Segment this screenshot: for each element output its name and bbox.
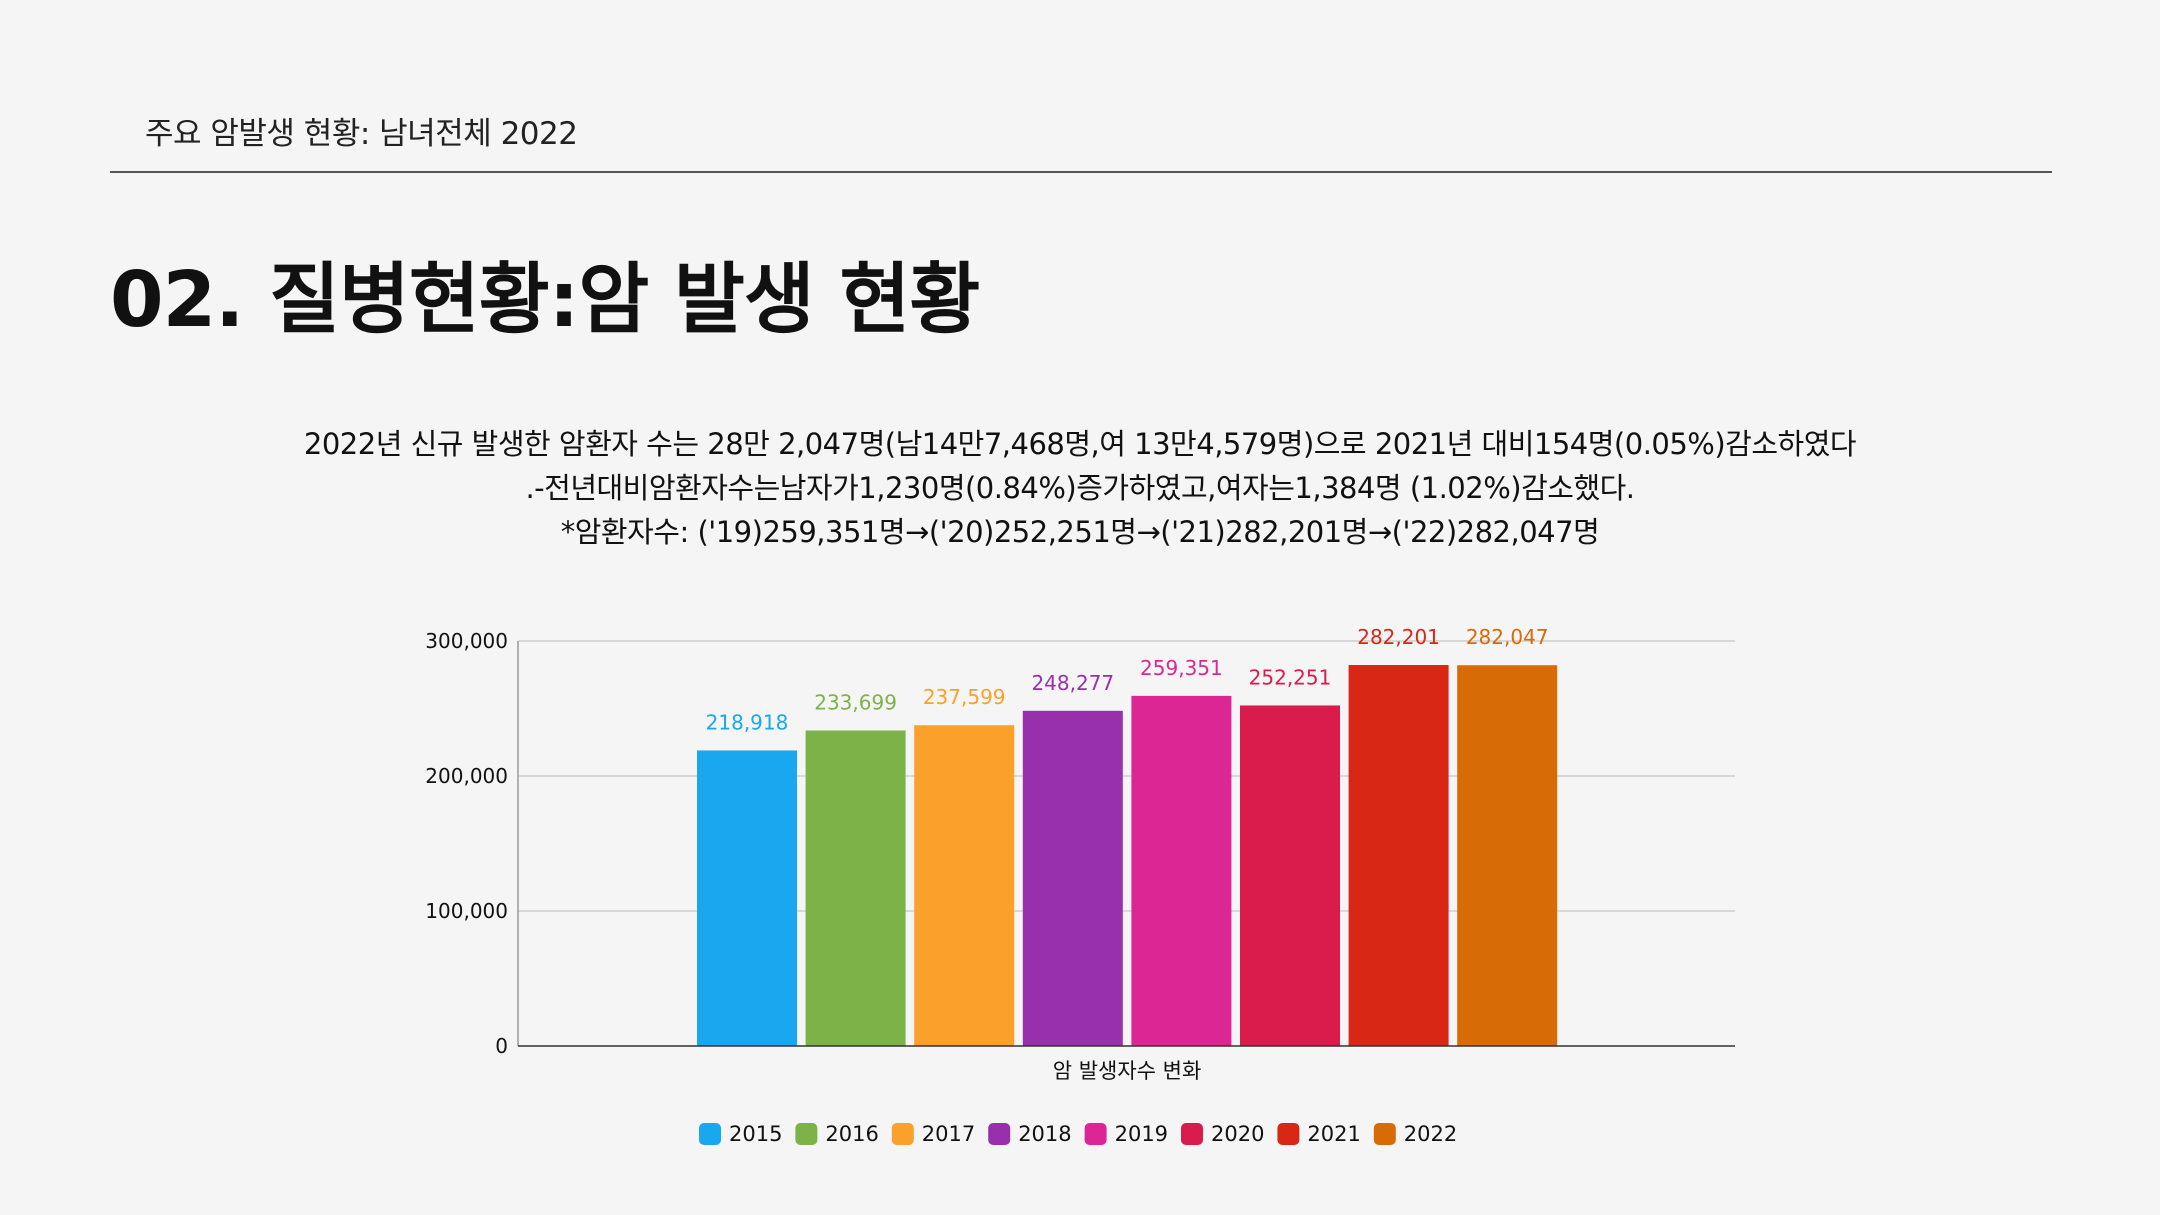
data-label-2017: 237,599	[923, 685, 1006, 709]
legend-label-2016: 2016	[825, 1122, 878, 1146]
x-axis-title: 암 발생자수 변화	[1053, 1059, 1202, 1083]
summary-line-2: .-전년대비암환자수는남자가1,230명(0.84%)증가하였고,여자는1,38…	[525, 471, 1635, 505]
bar-2015	[697, 750, 797, 1046]
bar-2016	[805, 730, 906, 1046]
legend-swatch-2021	[1277, 1123, 1300, 1145]
bar-2020	[1240, 705, 1340, 1046]
data-label-2022: 282,047	[1466, 625, 1549, 649]
bar-2019	[1131, 695, 1232, 1046]
section-label: 주요 암발생 현황: 남녀전체 2022	[145, 116, 578, 152]
legend-label-2015: 2015	[729, 1122, 782, 1146]
bar-2017	[914, 725, 1015, 1046]
chart-data-labels: 218,918 233,699 237,599 248,277 259,351 252,2…	[706, 625, 1549, 734]
legend-swatch-2015	[699, 1123, 721, 1145]
summary-line-1: 2022년 신규 발생한 암환자 수는 28만 2,047명(남14만7,468…	[303, 427, 1857, 461]
legend-label-2017: 2017	[922, 1122, 975, 1146]
summary-line-3: *암환자수: ('19)259,351명→('20)252,251명→('21)…	[560, 515, 1600, 549]
legend-label-2022: 2022	[1404, 1122, 1457, 1146]
chart-legend: 2015 2016 2017 2018 2019 2020 2021 2022	[699, 1122, 1457, 1146]
data-label-2021: 282,201	[1357, 625, 1440, 649]
legend-swatch-2020	[1181, 1123, 1203, 1145]
data-label-2020: 252,251	[1249, 665, 1332, 689]
legend-swatch-2022	[1373, 1123, 1396, 1145]
legend-swatch-2018	[988, 1123, 1011, 1145]
data-label-2018: 248,277	[1031, 671, 1114, 695]
page-title: 02. 질병현황:암 발생 현황	[110, 256, 980, 345]
y-tick-label: 200,000	[425, 764, 508, 788]
bar-2018	[1022, 710, 1123, 1046]
bar-2022	[1457, 665, 1558, 1046]
legend-label-2021: 2021	[1307, 1122, 1360, 1146]
legend-swatch-2016	[795, 1123, 818, 1145]
y-axis-ticks: 0 100,000 200,000 300,000	[425, 629, 508, 1058]
summary-text: 2022년 신규 발생한 암환자 수는 28만 2,047명(남14만7,468…	[180, 422, 1980, 554]
legend-swatch-2017	[891, 1123, 914, 1145]
y-tick-label: 300,000	[425, 629, 508, 653]
data-label-2015: 218,918	[706, 710, 789, 734]
legend-swatch-2019	[1084, 1123, 1107, 1145]
legend-label-2018: 2018	[1018, 1122, 1071, 1146]
bar-2021	[1348, 665, 1449, 1046]
legend-label-2020: 2020	[1211, 1122, 1264, 1146]
header-divider	[110, 171, 2052, 173]
y-tick-label: 100,000	[425, 899, 508, 923]
chart-bars	[697, 665, 1558, 1046]
y-tick-label: 0	[495, 1034, 508, 1058]
data-label-2019: 259,351	[1140, 656, 1223, 680]
data-label-2016: 233,699	[814, 691, 897, 715]
legend-label-2019: 2019	[1115, 1122, 1168, 1146]
